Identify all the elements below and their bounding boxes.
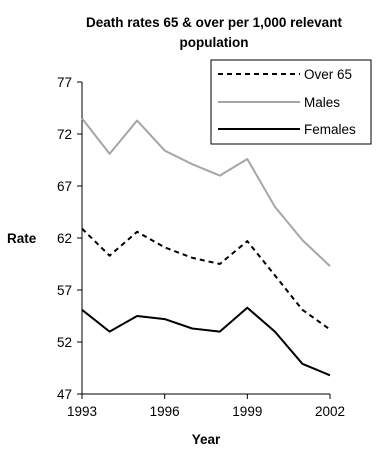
x-tick-label: 1993 [67, 404, 97, 419]
chart-title-line-1: Death rates 65 & over per 1,000 relevant [86, 15, 342, 30]
chart-title-line-2: population [180, 35, 249, 50]
x-tick-label: 1996 [150, 404, 180, 419]
y-tick-label: 67 [57, 179, 72, 194]
y-tick-label: 52 [57, 335, 72, 350]
y-tick-label: 62 [57, 231, 72, 246]
x-tick-label: 1999 [232, 404, 262, 419]
series-line-females [81, 306, 331, 377]
legend-label-over-65: Over 65 [304, 67, 352, 82]
y-tick-label: 47 [57, 387, 72, 402]
legend-label-males: Males [304, 95, 340, 110]
series-line-over-65 [81, 227, 331, 331]
legend-label-females: Females [304, 122, 356, 137]
x-ticks: 1993 1996 1999 2002 [67, 394, 345, 419]
y-ticks: 47 52 57 62 67 72 77 [57, 75, 82, 402]
series-layer [81, 117, 331, 377]
series-line-males [81, 117, 331, 267]
x-tick-label: 2002 [315, 404, 345, 419]
y-tick-label: 57 [57, 283, 72, 298]
y-axis-label: Rate [7, 231, 37, 246]
y-tick-label: 77 [57, 75, 72, 90]
y-tick-label: 72 [57, 127, 72, 142]
x-axis-label: Year [192, 432, 221, 447]
legend: Over 65 Males Females [210, 59, 372, 145]
